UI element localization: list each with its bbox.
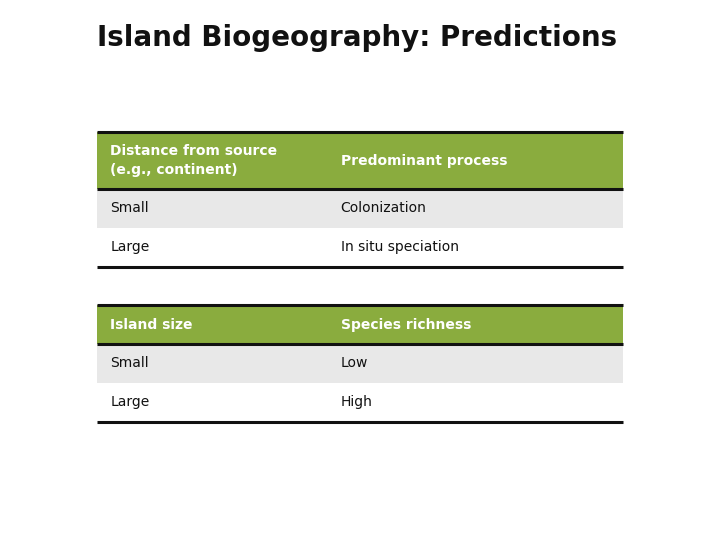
FancyBboxPatch shape xyxy=(97,132,623,189)
FancyBboxPatch shape xyxy=(97,228,623,267)
Text: Large: Large xyxy=(110,240,150,254)
Text: Small: Small xyxy=(110,356,149,370)
Text: Species richness: Species richness xyxy=(341,318,471,332)
Text: Large: Large xyxy=(110,395,150,409)
FancyBboxPatch shape xyxy=(97,305,623,344)
FancyBboxPatch shape xyxy=(97,344,623,383)
FancyBboxPatch shape xyxy=(97,383,623,422)
Text: Predominant process: Predominant process xyxy=(341,154,507,167)
Text: Low: Low xyxy=(341,356,368,370)
FancyBboxPatch shape xyxy=(97,189,623,228)
Text: In situ speciation: In situ speciation xyxy=(341,240,459,254)
Text: Small: Small xyxy=(110,201,149,215)
Text: High: High xyxy=(341,395,372,409)
Text: Colonization: Colonization xyxy=(341,201,426,215)
Text: Island size: Island size xyxy=(110,318,193,332)
Text: Island Biogeography: Predictions: Island Biogeography: Predictions xyxy=(97,24,617,52)
Text: Distance from source
(e.g., continent): Distance from source (e.g., continent) xyxy=(110,144,277,177)
